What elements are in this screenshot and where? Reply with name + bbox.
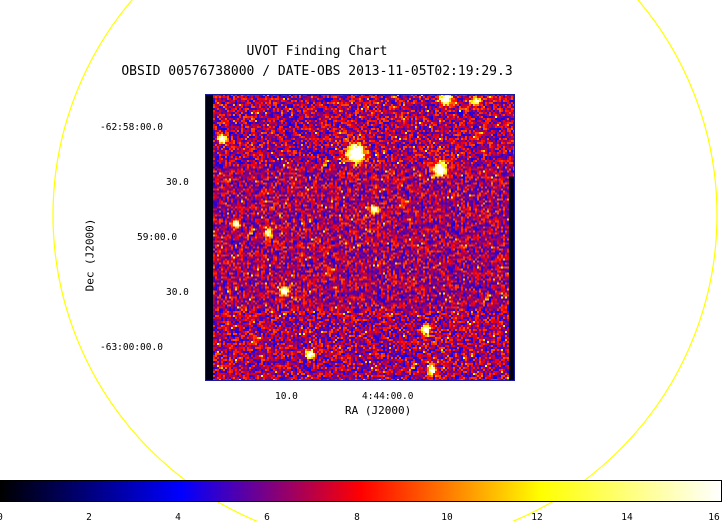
colorbar [0, 480, 722, 502]
colorbar-tick-label: 4 [175, 512, 181, 523]
y-tick-label: -62:58:00.0 [100, 122, 163, 133]
x-tick-label: 10.0 [275, 391, 298, 402]
y-tick-label: 59:00.0 [137, 232, 178, 243]
y-tick-label: -63:00:00.0 [100, 342, 163, 353]
chart-subtitle: OBSID 00576738000 / DATE-OBS 2013-11-05T… [121, 64, 513, 79]
colorbar-tick-label: 14 [621, 512, 633, 523]
x-axis-label: RA (J2000) [345, 404, 412, 417]
colorbar-tick-label: 6 [264, 512, 270, 523]
x-tick-label: 4:44:00.0 [362, 391, 414, 402]
colorbar-tick-label: 10 [441, 512, 453, 523]
colorbar-tick-label: 12 [531, 512, 543, 523]
chart-title: UVOT Finding Chart [246, 44, 388, 59]
region-circle [52, 0, 718, 521]
colorbar-tick-label: 8 [354, 512, 360, 523]
sky-image [205, 94, 515, 381]
colorbar-tick-label: 2 [86, 512, 92, 523]
y-tick-label: 30.0 [166, 177, 189, 188]
colorbar-tick-label: 0 [0, 512, 3, 523]
y-tick-label: 30.0 [166, 287, 189, 298]
colorbar-tick-label: 16 [708, 512, 720, 523]
y-axis-label: Dec (J2000) [83, 218, 97, 292]
image-frame [205, 94, 515, 381]
